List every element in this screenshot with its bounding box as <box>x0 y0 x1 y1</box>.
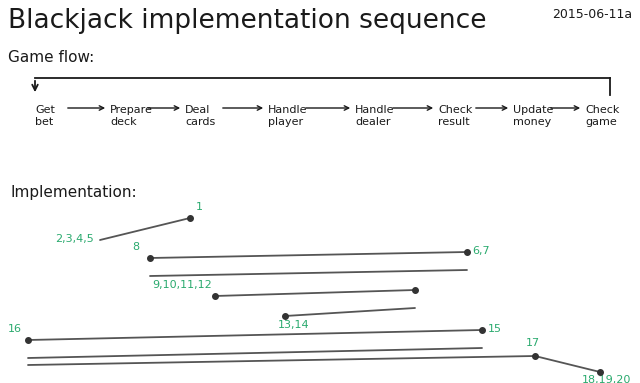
Text: Get
bet: Get bet <box>35 105 55 127</box>
Text: Prepare
deck: Prepare deck <box>110 105 153 127</box>
Text: 15: 15 <box>488 324 502 334</box>
Text: 2015-06-11a: 2015-06-11a <box>552 8 632 21</box>
Text: Handle
player: Handle player <box>268 105 307 127</box>
Text: 8: 8 <box>132 242 139 252</box>
Text: Deal
cards: Deal cards <box>185 105 215 127</box>
Text: 16: 16 <box>8 324 22 334</box>
Text: 1: 1 <box>196 202 203 212</box>
Text: 6,7: 6,7 <box>472 246 490 256</box>
Text: 13,14: 13,14 <box>278 320 310 330</box>
Text: Check
result: Check result <box>438 105 472 127</box>
Text: Game flow:: Game flow: <box>8 50 94 65</box>
Text: 17: 17 <box>526 338 540 348</box>
Text: Implementation:: Implementation: <box>10 185 136 200</box>
Text: Update
money: Update money <box>513 105 554 127</box>
Text: Check
game: Check game <box>585 105 620 127</box>
Text: 2,3,4,5: 2,3,4,5 <box>55 234 93 244</box>
Text: Handle
dealer: Handle dealer <box>355 105 394 127</box>
Text: 9,10,11,12: 9,10,11,12 <box>152 280 212 290</box>
Text: Blackjack implementation sequence: Blackjack implementation sequence <box>8 8 486 34</box>
Text: 18,19,20: 18,19,20 <box>582 375 632 383</box>
